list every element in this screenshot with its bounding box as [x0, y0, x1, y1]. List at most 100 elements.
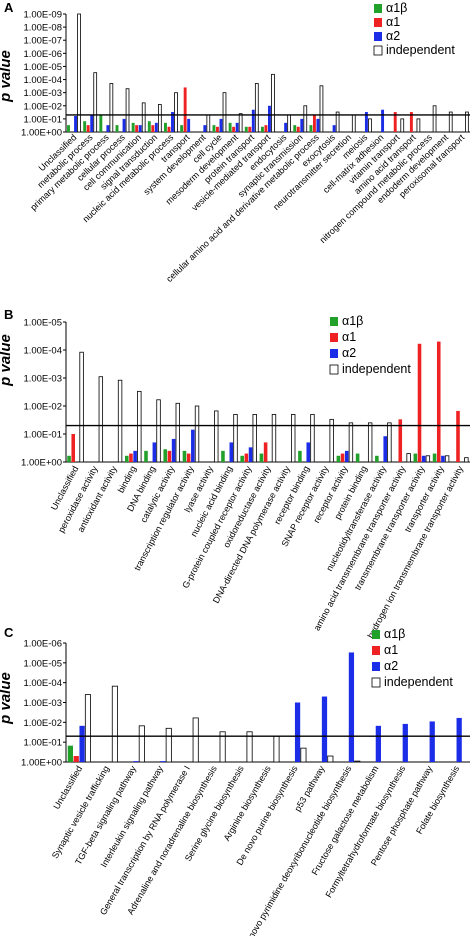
- bar-independent: [137, 390, 142, 463]
- legend-label: α1: [386, 15, 400, 29]
- bar-alpha2: [248, 447, 253, 462]
- bar-alpha1: [264, 125, 268, 132]
- bar-independent: [303, 105, 308, 133]
- bar-alpha1: [312, 114, 316, 132]
- y-tick-label: 1.00E-06: [23, 49, 62, 60]
- bar-alpha1: [167, 450, 172, 462]
- y-tick-label: 1.00E-08: [23, 23, 62, 34]
- bar-independent: [175, 402, 180, 463]
- legend-label: α2: [384, 659, 398, 673]
- bar-alpha2: [321, 696, 328, 762]
- bar-alpha1beta: [115, 125, 119, 132]
- bar-alpha1beta: [259, 453, 264, 462]
- bar-alpha1: [71, 434, 76, 462]
- bar-alpha1: [183, 87, 187, 132]
- y-tick-label: 1.00E-02: [23, 402, 62, 413]
- bar-alpha1beta: [67, 745, 74, 762]
- bar-alpha1beta: [212, 125, 216, 132]
- bar-independent: [125, 88, 130, 133]
- bar-alpha1beta: [336, 455, 341, 462]
- bar-alpha2: [133, 450, 137, 462]
- legend-swatch: [329, 364, 339, 375]
- legend-swatch: [371, 677, 381, 688]
- bar-alpha2: [229, 442, 234, 462]
- bar-alpha1beta: [298, 450, 302, 462]
- bar-alpha2: [381, 109, 385, 132]
- bar-alpha1beta: [240, 455, 244, 462]
- legend-label: independent: [386, 43, 455, 57]
- bar-independent: [348, 422, 354, 463]
- bar-alpha2: [154, 122, 158, 132]
- bar-alpha2: [133, 761, 139, 762]
- bar-alpha2: [203, 125, 207, 132]
- bar-alpha1beta: [67, 455, 71, 462]
- y-tick-label: 1.00E-02: [23, 101, 62, 112]
- bar-independent: [138, 725, 145, 763]
- legend-swatch: [372, 662, 380, 671]
- bar-alpha2: [74, 115, 77, 132]
- bar-alpha2: [284, 122, 288, 132]
- bar-alpha1beta: [355, 453, 360, 462]
- bar-alpha2: [294, 702, 301, 762]
- y-tick-label: 1.00E-04: [23, 346, 62, 357]
- bar-independent: [406, 453, 411, 463]
- y-axis-label: p value: [0, 672, 14, 725]
- bar-alpha1: [456, 410, 460, 462]
- bar-independent: [194, 405, 200, 463]
- bar-independent: [387, 422, 392, 463]
- bar-alpha1beta: [180, 125, 184, 132]
- panel-c: Cp value 1.00E-06 1.00E-05 1.00E-04 1.00E-03…: [0, 625, 470, 936]
- legend-swatch: [374, 32, 382, 41]
- bar-independent: [117, 379, 123, 463]
- category-label: amino acid transmembrane transporter act…: [312, 464, 408, 633]
- bar-independent: [335, 111, 340, 133]
- bar-independent: [291, 414, 296, 463]
- y-tick-label: 1.00E-04: [23, 75, 62, 86]
- bar-alpha2: [171, 112, 174, 132]
- bar-independent: [432, 105, 437, 133]
- bar-alpha1beta: [163, 449, 168, 462]
- category-label: Arginine biosynthesis: [222, 764, 273, 843]
- y-tick-label: 1.00E-03: [23, 88, 62, 99]
- bar-alpha1: [393, 112, 397, 132]
- bar-alpha1beta: [131, 122, 135, 132]
- bar-independent: [310, 414, 315, 463]
- bar-independent: [273, 735, 280, 763]
- legend-label: α2: [386, 29, 400, 43]
- bar-alpha2: [441, 455, 445, 462]
- bar-alpha1beta: [375, 455, 379, 462]
- y-tick-label: 1.00E+00: [21, 758, 62, 769]
- panel-letter: B: [4, 307, 13, 322]
- panel-letter: A: [4, 0, 14, 15]
- bar-alpha2: [332, 125, 336, 132]
- bar-alpha2: [300, 118, 304, 132]
- bar-alpha2: [187, 118, 191, 132]
- bar-alpha2: [191, 429, 195, 462]
- bar-alpha1beta: [413, 453, 418, 462]
- legend-swatch: [330, 333, 338, 342]
- bar-alpha1beta: [221, 450, 225, 462]
- bar-independent: [79, 351, 84, 463]
- bar-alpha1: [244, 453, 249, 462]
- bar-alpha2: [171, 438, 176, 462]
- bar-alpha1: [296, 126, 300, 132]
- y-tick-label: 1.00E-06: [23, 639, 62, 650]
- bar-independent: [219, 731, 226, 763]
- bar-alpha2: [122, 118, 126, 132]
- bar-alpha1: [167, 126, 171, 132]
- bar-independent: [319, 85, 324, 133]
- legend-label: α1: [384, 643, 398, 657]
- bar-alpha1: [135, 125, 139, 132]
- bar-alpha1beta: [164, 122, 167, 132]
- bar-alpha2: [138, 125, 142, 132]
- y-tick-label: 1.00E-01: [23, 114, 62, 125]
- bar-alpha2: [348, 652, 355, 762]
- bar-alpha1: [436, 341, 441, 462]
- legend-label: α1β: [342, 314, 363, 328]
- bar-alpha2: [402, 723, 408, 762]
- legend-label: independent: [342, 362, 411, 376]
- bar-alpha1: [340, 453, 345, 462]
- y-tick-label: 1.00E+00: [21, 128, 62, 139]
- bar-independent: [222, 92, 227, 133]
